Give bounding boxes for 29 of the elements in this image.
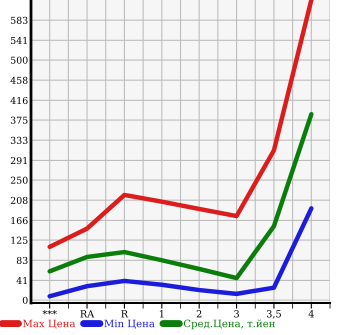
x-tick-label: 4 [308,310,314,318]
y-tick-label: 208 [10,196,28,204]
y-tick-label: 583 [11,16,28,24]
x-tick-label: RA [80,310,94,318]
x-tick-label: *** [42,310,57,315]
y-tick-label: 458 [10,76,28,84]
line-series [47,206,314,298]
x-tick-label: 1 [160,310,164,318]
x-tick-label: 2 [196,310,202,318]
y-tick-label: 416 [10,96,28,104]
y-tick-label: 291 [10,156,27,164]
y-tick-label: 125 [11,236,28,244]
line-series [47,0,314,250]
y-tick-label: 83 [16,256,28,264]
y-tick-label: 0 [22,296,28,304]
y-tick-label: 541 [11,36,27,44]
x-tick-label: R [121,310,128,318]
y-tick-label: 500 [11,56,28,64]
y-tick-label: 250 [10,176,28,184]
legend-label: Min Цена [104,320,155,329]
y-tick-label: 333 [10,136,28,144]
legend-label: Max Цена [23,320,76,329]
legend-label: Сред.Цена, т.йен [184,320,275,330]
y-tick-label: 166 [11,216,28,224]
y-tick-label: 375 [10,116,28,124]
line-series [47,112,314,280]
y-tick-label: 41 [16,277,27,284]
x-tick-label: 3 [234,310,239,318]
x-tick-label: 3,5 [266,310,281,319]
